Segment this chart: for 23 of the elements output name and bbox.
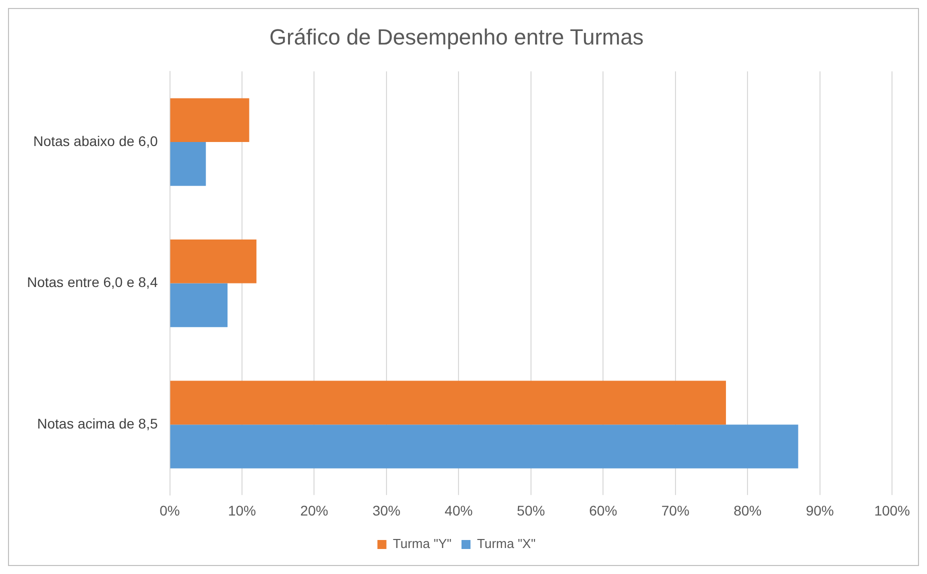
y-tick-label: Notas entre 6,0 e 8,4 [26, 274, 158, 290]
bar [170, 283, 228, 328]
y-tick-label: Notas abaixo de 6,0 [33, 132, 158, 149]
y-tick-label: Notas acima de 8,5 [37, 415, 158, 432]
bar [170, 98, 250, 142]
x-tick-label: 90% [806, 502, 834, 518]
x-tick-label: 100% [874, 502, 910, 518]
x-tick-label: 70% [661, 502, 690, 518]
x-tick-label: 50% [516, 502, 545, 518]
x-tick-label: 30% [372, 502, 400, 518]
x-tick-label: 20% [300, 502, 328, 518]
x-tick-label: 0% [160, 502, 180, 518]
x-tick-label: 10% [228, 502, 256, 518]
bar [170, 380, 726, 425]
x-tick-label: 60% [589, 502, 618, 518]
legend-label: Turma "Y" [392, 536, 452, 552]
bar [170, 424, 798, 468]
x-tick-label: 80% [734, 502, 762, 518]
legend-label: Turma "X" [477, 536, 536, 552]
chart-title: Gráfico de Desempenho entre Turmas [269, 24, 644, 50]
x-tick-label: 40% [444, 502, 473, 518]
bar [170, 142, 206, 186]
bar [170, 240, 256, 284]
